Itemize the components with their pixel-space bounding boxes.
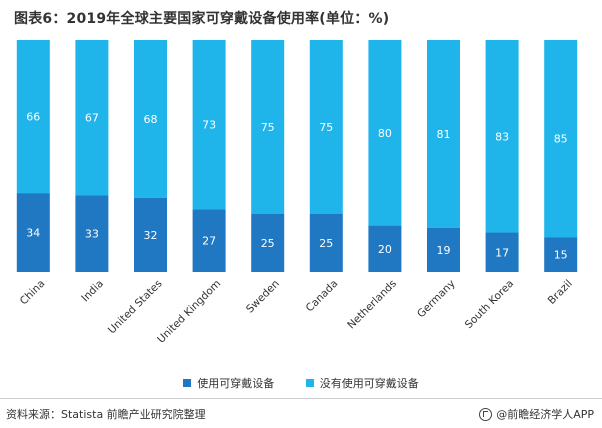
bar-not-used-brazil (544, 40, 578, 238)
value-label-not-used-united-states: 68 (144, 113, 158, 126)
bar-not-used-sweden (251, 40, 285, 214)
bar-not-used-china (16, 40, 50, 194)
brand-credit: @前瞻经济学人APP (479, 406, 594, 422)
value-label-used-netherlands: 20 (378, 243, 392, 256)
legend-swatch-not-used (305, 379, 314, 387)
value-label-used-sweden: 25 (261, 237, 275, 250)
legend-label-not-used: 没有使用可穿戴设备 (319, 377, 419, 390)
value-label-used-china: 34 (26, 227, 40, 240)
bar-used-united-kingdom (192, 209, 226, 272)
legend-swatch-used (183, 379, 192, 387)
value-label-used-germany: 19 (437, 244, 451, 257)
category-label-brazil: Brazil (546, 278, 575, 307)
chart-title: 图表6：2019年全球主要国家可穿戴设备使用率(单位：%) (14, 11, 390, 27)
bar-used-china (16, 193, 50, 272)
value-label-not-used-germany: 81 (437, 128, 451, 141)
value-label-used-south-korea: 17 (495, 246, 509, 259)
category-label-canada: Canada (304, 278, 341, 315)
value-label-used-united-kingdom: 27 (202, 235, 216, 248)
bar-not-used-india (75, 40, 109, 196)
bar-used-germany (427, 227, 460, 272)
category-label-india: India (79, 278, 106, 305)
category-label-netherlands: Netherlands (345, 278, 399, 332)
value-label-not-used-brazil: 85 (554, 133, 568, 146)
value-label-not-used-canada: 75 (319, 121, 333, 134)
bar-not-used-netherlands (368, 40, 402, 226)
bar-not-used-united-states (134, 40, 167, 198)
legend: 使用可穿戴设备 没有使用可穿戴设备 (0, 375, 602, 391)
source-note: 资料来源：Statista 前瞻产业研究院整理 (6, 408, 206, 421)
bar-not-used-germany (427, 40, 460, 228)
bar-not-used-united-kingdom (192, 40, 226, 210)
bar-used-india (75, 195, 109, 272)
bar-used-brazil (544, 237, 578, 272)
bar-used-south-korea (485, 232, 519, 272)
value-label-not-used-china: 66 (26, 111, 40, 124)
value-label-not-used-sweden: 75 (261, 121, 275, 134)
footer-divider (0, 398, 602, 399)
category-label-united-states: United States (106, 278, 165, 337)
bar-not-used-south-korea (485, 40, 519, 233)
legend-item-not-used: 没有使用可穿戴设备 (305, 375, 419, 391)
category-label-sweden: Sweden (244, 278, 282, 316)
value-label-not-used-united-kingdom: 73 (202, 119, 216, 132)
brand-text: @前瞻经济学人APP (496, 408, 594, 421)
bar-used-sweden (251, 214, 285, 272)
value-label-used-india: 33 (85, 228, 99, 241)
value-label-not-used-netherlands: 80 (378, 127, 392, 140)
value-label-used-brazil: 15 (554, 249, 568, 262)
stacked-bar-chart: 66 34 China 67 33 India 68 32 United States 73 27 U… (16, 40, 578, 346)
value-label-not-used-south-korea: 83 (495, 130, 509, 143)
category-label-south-korea: South Korea (463, 278, 516, 331)
bar-used-united-states (134, 197, 167, 272)
legend-item-used: 使用可穿戴设备 (183, 375, 274, 391)
brand-logo-icon (479, 407, 493, 421)
bar-used-canada (309, 214, 343, 272)
category-label-united-kingdom: United Kingdom (155, 278, 223, 346)
value-label-used-united-states: 32 (144, 229, 158, 242)
category-label-germany: Germany (415, 278, 458, 321)
category-label-china: China (18, 278, 48, 308)
value-label-used-canada: 25 (319, 237, 333, 250)
legend-label-used: 使用可穿戴设备 (197, 377, 275, 390)
value-label-not-used-india: 67 (85, 112, 99, 125)
bar-used-netherlands (368, 225, 402, 272)
bar-not-used-canada (309, 40, 343, 214)
